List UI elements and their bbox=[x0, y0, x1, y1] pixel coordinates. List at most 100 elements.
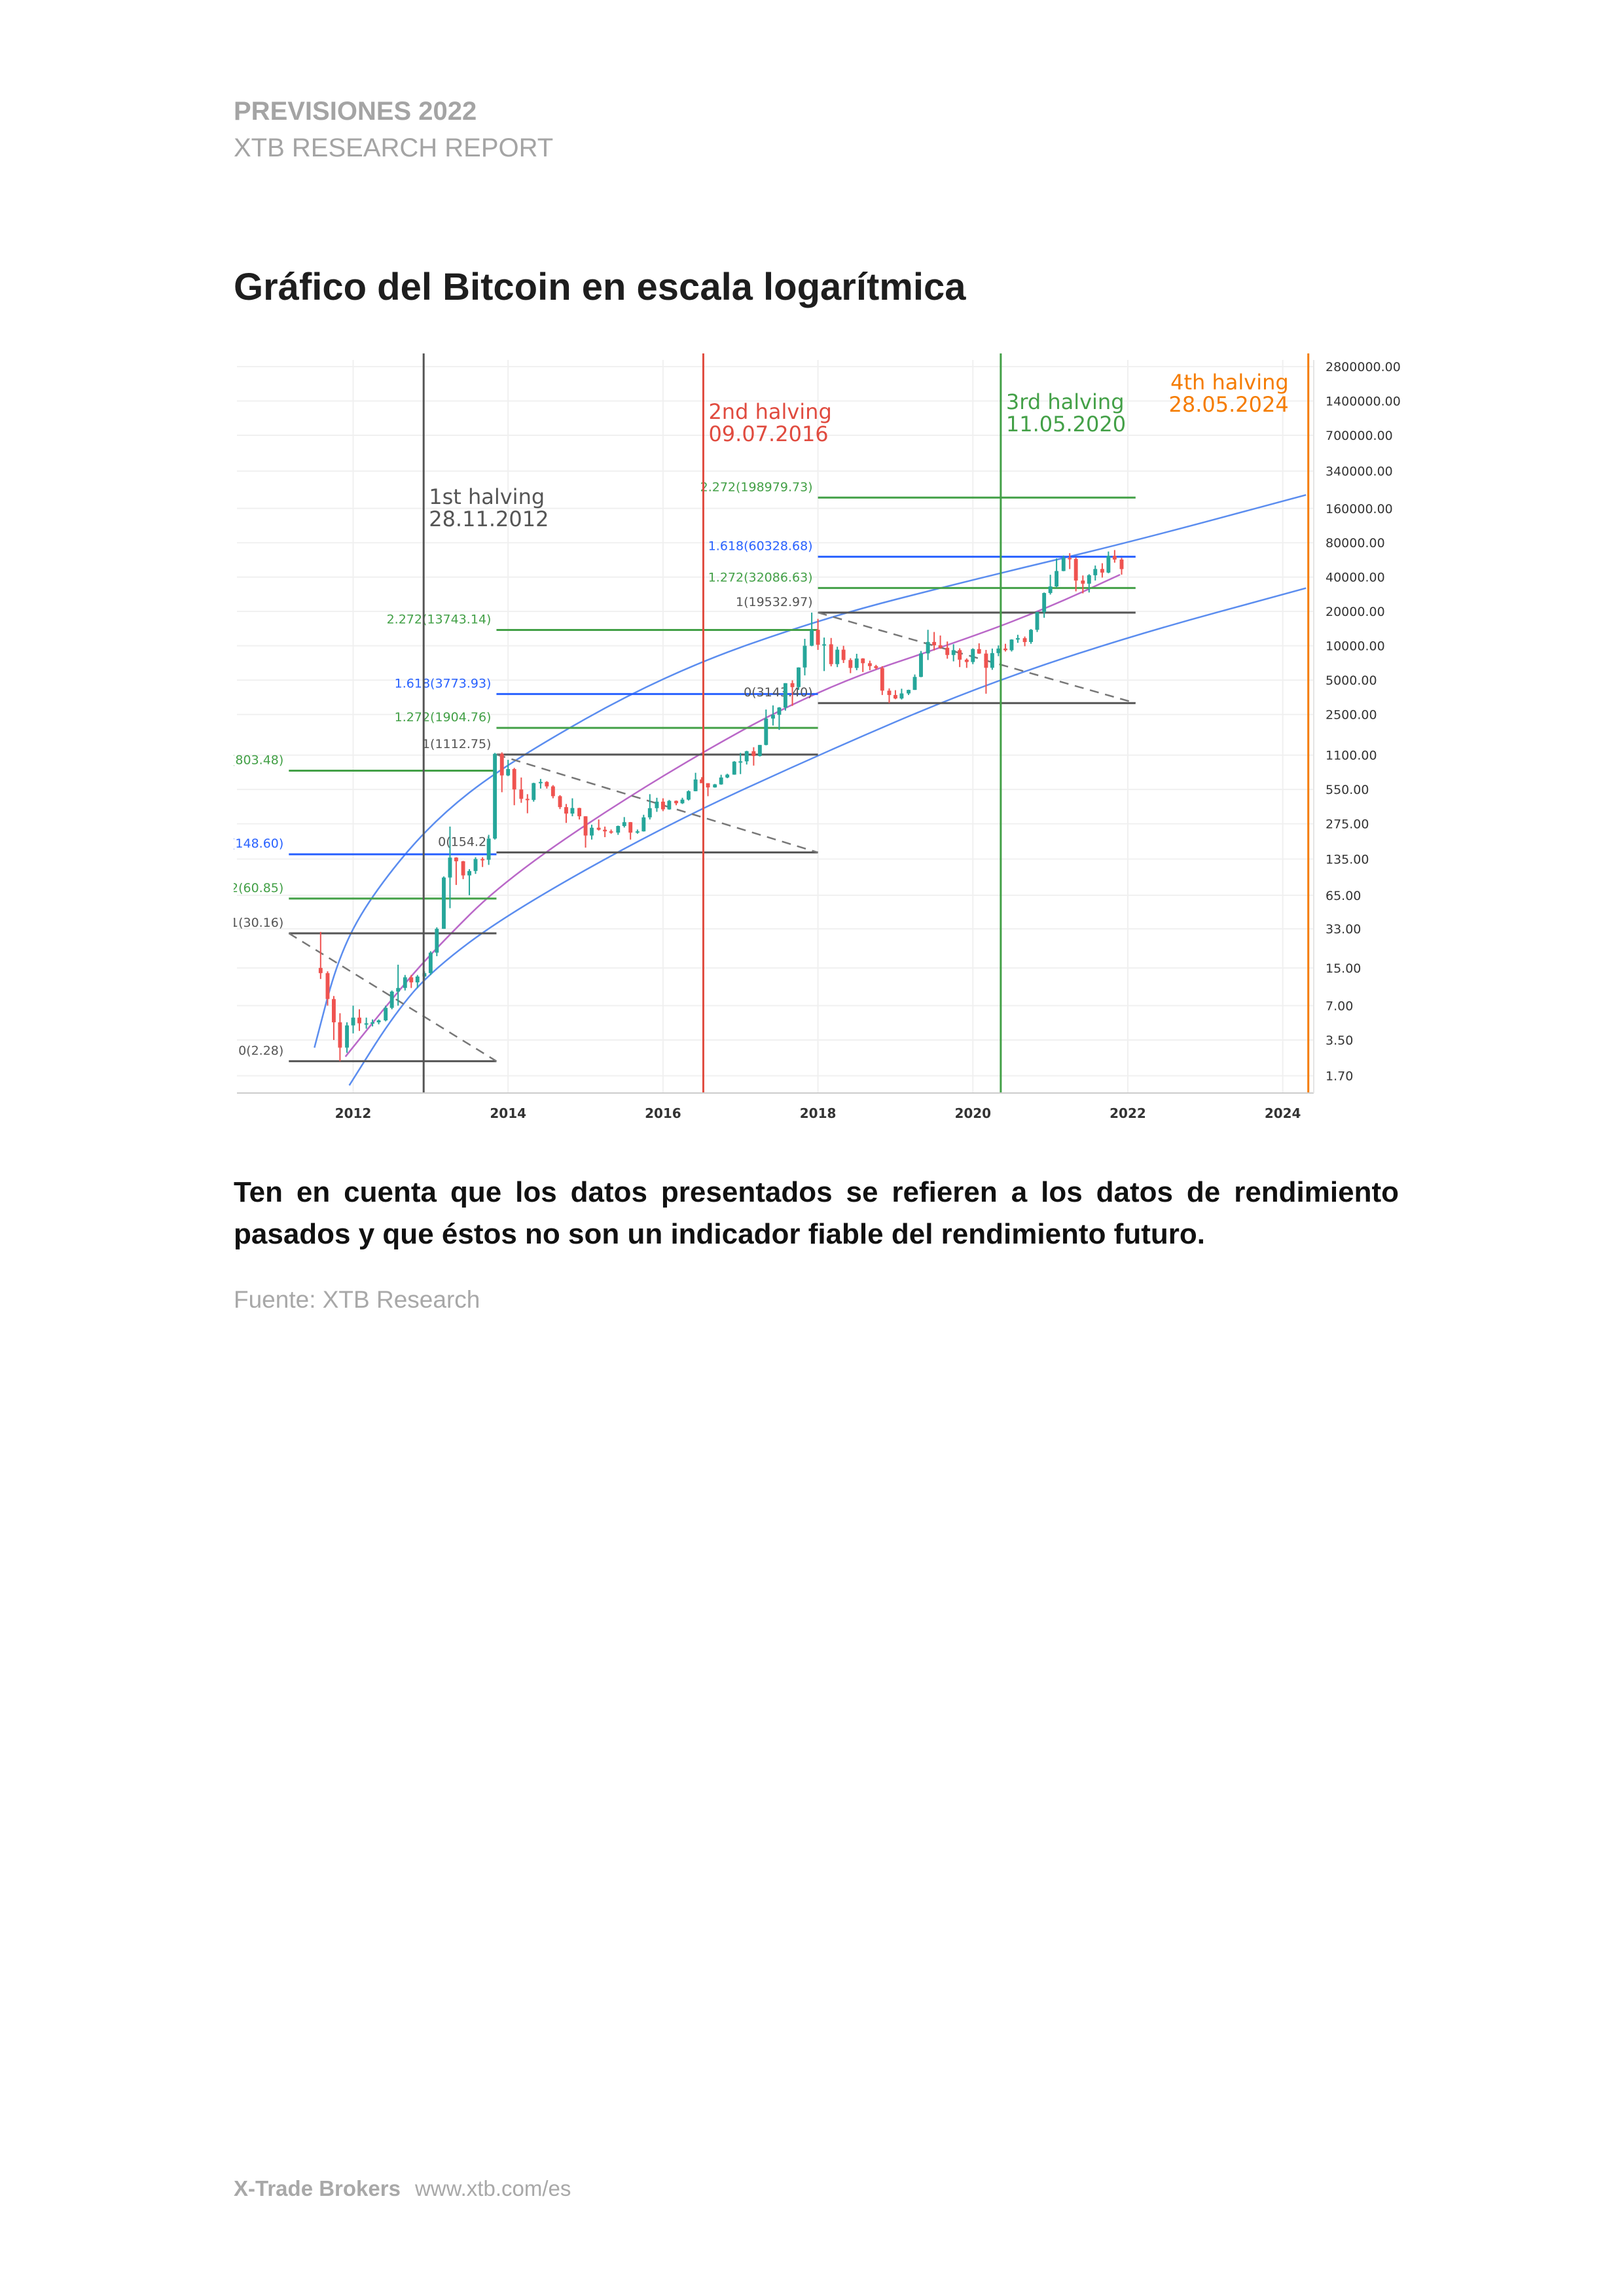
candle bbox=[797, 667, 801, 691]
report-subtitle: XTB RESEARCH REPORT bbox=[234, 134, 554, 162]
candle bbox=[1015, 634, 1020, 643]
candle-body bbox=[797, 667, 801, 687]
fib-level-label: 2.272(13743.14) bbox=[387, 613, 492, 627]
candle bbox=[370, 1019, 375, 1027]
trend-curve bbox=[314, 493, 1307, 1048]
candle bbox=[635, 829, 640, 834]
y-tick-label: 1.70 bbox=[1326, 1069, 1353, 1084]
candle-body bbox=[1106, 556, 1111, 573]
candle-body bbox=[951, 650, 956, 655]
candle-body bbox=[384, 1007, 388, 1021]
trend-curve bbox=[348, 587, 1307, 1086]
halving-date: 28.11.2012 bbox=[429, 507, 549, 531]
candle-body bbox=[564, 807, 568, 814]
y-tick-label: 7.00 bbox=[1326, 999, 1353, 1014]
candle-body bbox=[816, 630, 820, 645]
halving-label: 1st halving bbox=[429, 484, 545, 509]
candle bbox=[926, 630, 930, 660]
candle bbox=[706, 783, 710, 797]
candle-body bbox=[1074, 558, 1078, 581]
fib-level-label: 0(2.28) bbox=[238, 1043, 283, 1058]
candle bbox=[713, 783, 717, 788]
candle bbox=[700, 777, 704, 783]
candle bbox=[442, 876, 446, 929]
candle-body bbox=[415, 977, 420, 982]
y-tick-label: 160000.00 bbox=[1326, 502, 1393, 516]
candle bbox=[345, 1022, 349, 1053]
candle-body bbox=[1022, 638, 1027, 642]
candle bbox=[506, 759, 511, 776]
candle bbox=[867, 660, 872, 671]
fib-level-label: 2.272(198979.73) bbox=[700, 480, 813, 494]
candle-body bbox=[1009, 639, 1014, 651]
candle-body bbox=[403, 977, 407, 988]
candle-body bbox=[713, 784, 717, 788]
candle bbox=[907, 689, 911, 695]
candle-body bbox=[926, 641, 930, 654]
candle bbox=[448, 826, 452, 908]
fib-level-label: 0(3143.40) bbox=[744, 685, 812, 700]
candle-body bbox=[854, 658, 859, 668]
y-tick-label: 33.00 bbox=[1326, 922, 1361, 937]
y-tick-label: 135.00 bbox=[1326, 852, 1369, 867]
fib-level-label: 1(19532.97) bbox=[736, 595, 813, 609]
candle-body bbox=[919, 653, 923, 677]
y-tick-label: 80000.00 bbox=[1326, 536, 1385, 550]
candle bbox=[751, 747, 756, 766]
candle bbox=[951, 644, 956, 662]
candle bbox=[880, 666, 884, 695]
candle bbox=[996, 645, 1001, 656]
candle bbox=[744, 751, 749, 765]
candle bbox=[655, 797, 659, 812]
candle-body bbox=[596, 827, 601, 830]
halving-date: 28.05.2024 bbox=[1168, 392, 1288, 417]
candle-body bbox=[1029, 630, 1033, 642]
candle bbox=[874, 664, 878, 670]
candle-body bbox=[1093, 569, 1098, 575]
candle-body bbox=[1081, 580, 1085, 584]
candle-body bbox=[1035, 612, 1039, 630]
y-tick-label: 40000.00 bbox=[1326, 571, 1385, 585]
candle-body bbox=[550, 786, 555, 797]
y-tick-label: 340000.00 bbox=[1326, 465, 1393, 479]
candle-body bbox=[558, 796, 562, 808]
candle bbox=[351, 1005, 355, 1033]
x-tick-label: 2014 bbox=[490, 1105, 526, 1121]
candle bbox=[519, 777, 524, 803]
candle bbox=[803, 639, 807, 675]
candle bbox=[1106, 551, 1111, 573]
candle-body bbox=[660, 801, 665, 810]
x-tick-label: 2022 bbox=[1110, 1105, 1146, 1121]
source-text: Fuente: XTB Research bbox=[234, 1286, 480, 1313]
candle bbox=[667, 800, 672, 810]
candle-body bbox=[622, 822, 626, 827]
candle-body bbox=[1003, 648, 1007, 651]
candle bbox=[777, 707, 782, 730]
halving-label: 3rd halving bbox=[1006, 389, 1125, 414]
fib-level-label: 1.618(60328.68) bbox=[708, 539, 813, 554]
fib-level-label: 0(154.2) bbox=[438, 834, 491, 849]
candle bbox=[1009, 639, 1014, 652]
footer-url[interactable]: www.xtb.com/es bbox=[414, 2176, 571, 2200]
candle-body bbox=[389, 992, 394, 1008]
candle-body bbox=[409, 977, 414, 982]
candle bbox=[958, 648, 962, 668]
chart-grid bbox=[237, 360, 1314, 1093]
candle-body bbox=[628, 822, 633, 833]
candle-body bbox=[345, 1025, 349, 1048]
candle-body bbox=[538, 781, 543, 783]
candle bbox=[435, 927, 439, 956]
candle-body bbox=[338, 1022, 342, 1048]
candle bbox=[486, 834, 491, 865]
candle bbox=[938, 635, 943, 649]
candle-body bbox=[932, 641, 937, 645]
candle bbox=[829, 637, 833, 667]
candle-body bbox=[848, 660, 853, 668]
candle bbox=[396, 964, 401, 1006]
candle bbox=[403, 975, 407, 991]
candle-body bbox=[351, 1017, 355, 1026]
x-tick-label: 2016 bbox=[645, 1105, 681, 1121]
candle bbox=[641, 814, 646, 832]
fib-level-label: 1(30.16) bbox=[234, 916, 283, 930]
